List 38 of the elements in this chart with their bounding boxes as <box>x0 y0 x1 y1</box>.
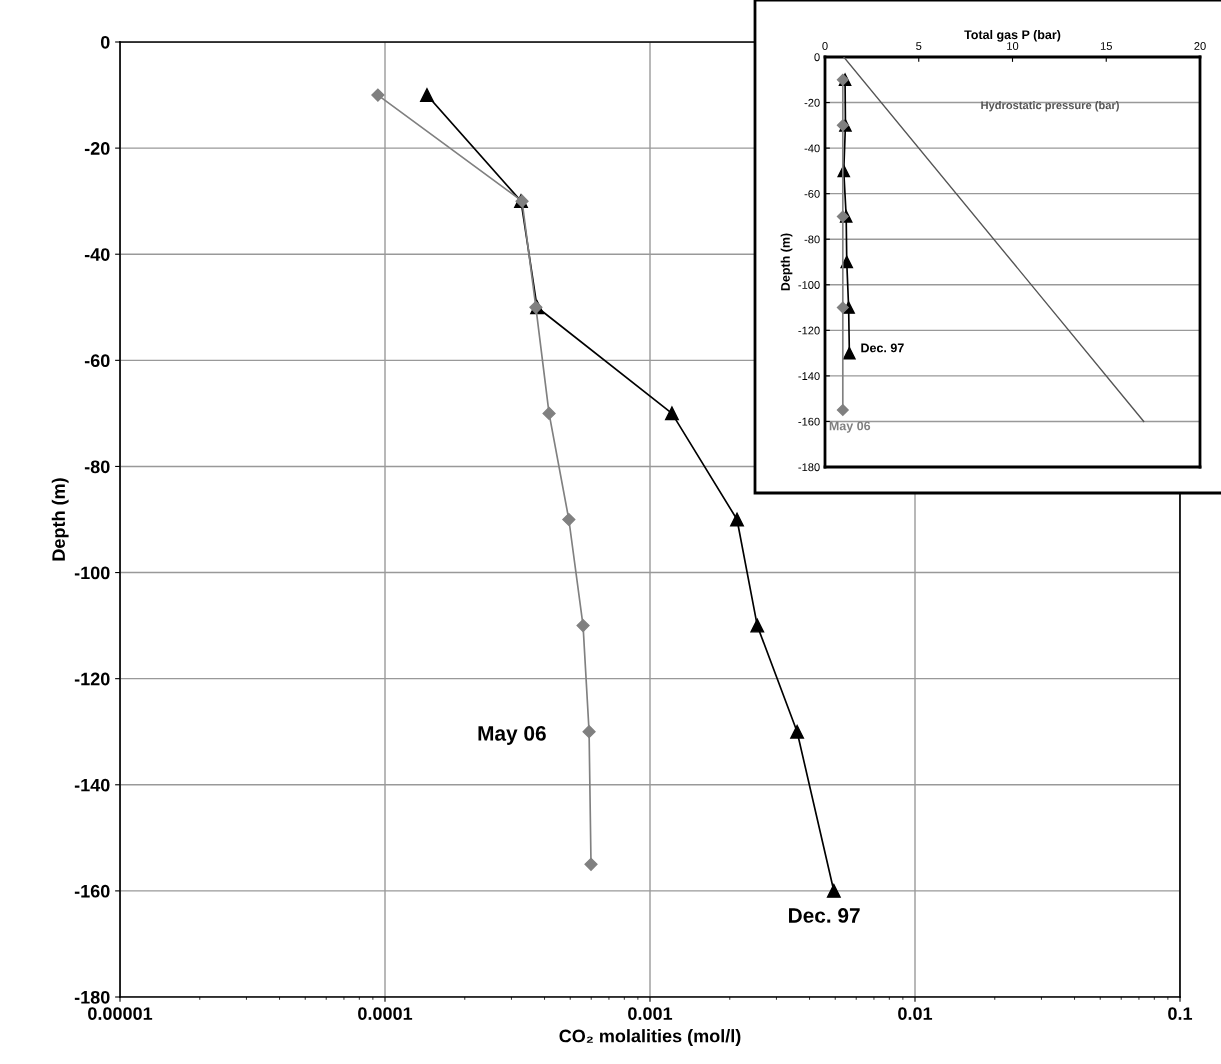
y-tick-label: -60 <box>84 354 110 368</box>
x-axis-title: Total gas P (bar) <box>964 29 1061 42</box>
x-tick-label: 0.01 <box>898 1007 933 1020</box>
x-tick-label: 0.0001 <box>358 1007 413 1020</box>
x-tick-label: 0.1 <box>1168 1007 1193 1020</box>
y-tick-label: -80 <box>84 460 110 474</box>
y-tick-label: -180 <box>798 463 820 472</box>
y-tick-label: -20 <box>804 98 820 107</box>
series-label: May 06 <box>829 421 871 433</box>
x-axis-title: CO₂ molalities (mol/l) <box>559 1029 741 1046</box>
x-tick-label: 5 <box>916 42 922 50</box>
series-label: Dec. 97 <box>789 908 860 923</box>
y-tick-label: -40 <box>804 144 820 153</box>
y-tick-label: -60 <box>804 189 820 198</box>
y-tick-label: -140 <box>798 372 820 381</box>
y-tick-label: -120 <box>798 326 820 335</box>
y-tick-label: -20 <box>84 142 110 155</box>
y-tick-label: -120 <box>74 672 110 686</box>
y-axis-title: Depth (m) <box>51 478 69 561</box>
y-tick-label: -100 <box>798 281 820 289</box>
text: Hydrostatic pressure (bar) <box>981 101 1119 112</box>
series-label: Dec. 97 <box>861 343 904 353</box>
y-tick-label: -160 <box>74 884 110 898</box>
x-tick-label: 20 <box>1194 42 1206 50</box>
y-tick-label: -100 <box>74 566 110 580</box>
y-tick-label: -40 <box>84 248 110 261</box>
y-tick-label: 0 <box>814 53 820 62</box>
y-tick-label: -180 <box>74 990 110 1004</box>
y-tick-label: -160 <box>798 417 820 426</box>
y-tick-label: -140 <box>74 778 110 792</box>
y-tick-label: -80 <box>804 235 820 244</box>
series-label: May 06 <box>478 726 546 745</box>
x-tick-label: 0.00001 <box>88 1007 153 1020</box>
y-axis-title: Depth (m) <box>780 233 793 291</box>
x-tick-label: 0 <box>822 42 828 50</box>
x-tick-label: 0.001 <box>628 1007 673 1020</box>
x-tick-label: 10 <box>1007 42 1019 50</box>
x-tick-label: 15 <box>1100 42 1112 50</box>
